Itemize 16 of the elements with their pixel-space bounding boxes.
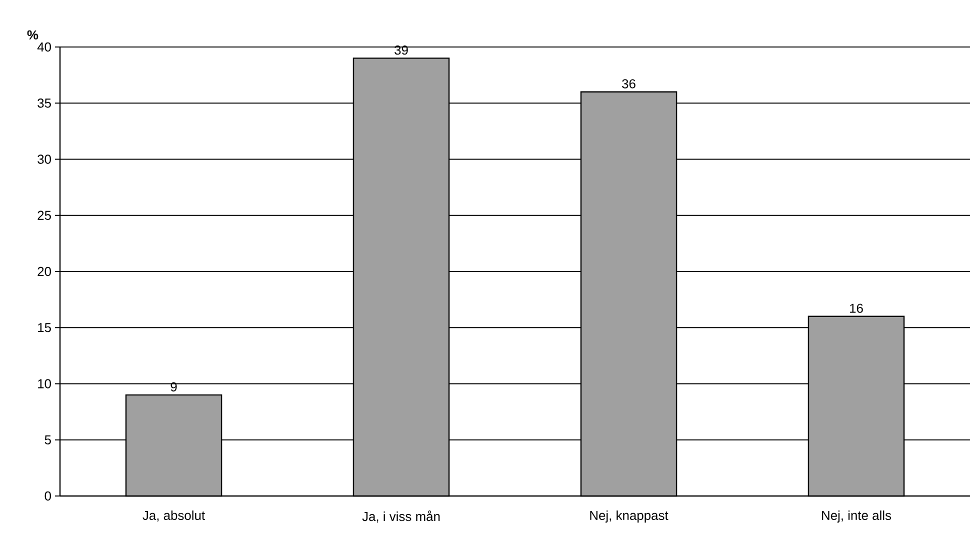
- x-tick-label: Ja, i viss mån: [362, 510, 440, 523]
- y-axis-title: %: [27, 30, 38, 40]
- y-tick-label: 25: [38, 210, 51, 220]
- data-label: 16: [850, 304, 863, 313]
- x-tick-label: Ja, absolut: [142, 510, 205, 522]
- y-tick-label: 10: [38, 379, 51, 388]
- y-tick-label: 40: [37, 42, 51, 52]
- x-tick-label: Nej, inte alls: [822, 510, 892, 523]
- y-tick-label: 0: [44, 491, 51, 501]
- y-tick-label: 35: [38, 98, 51, 108]
- y-tick-label: 5: [44, 435, 51, 444]
- y-tick-label: 20: [38, 266, 51, 276]
- y-tick-label: 30: [38, 154, 51, 164]
- data-label: 36: [622, 79, 636, 88]
- y-tick-label: 15: [38, 323, 51, 332]
- x-tick-label: Nej, knappast: [590, 510, 668, 523]
